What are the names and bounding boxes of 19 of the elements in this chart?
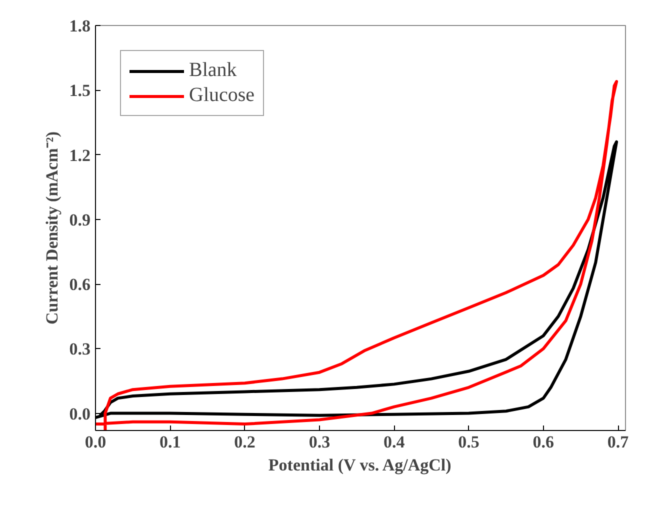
x-tick-label: 0.7 [607,432,630,452]
x-axis-title: Potential (V vs. Ag/AgCl) [268,456,452,474]
x-tick-label: 0.1 [160,432,181,452]
x-tick-label: 0.4 [383,432,406,452]
x-tick-label: 0.6 [532,432,554,452]
legend-label: Blank [189,59,237,82]
y-tick-label: 0.3 [69,340,90,359]
y-tick-label: 0.6 [69,275,90,294]
y-tick-label: 0.0 [69,404,90,424]
y-tick-label: 1.5 [69,81,90,100]
y-tick-label: 0.9 [69,210,90,230]
x-tick-label: 0.2 [234,432,256,452]
x-tick-label: 0.3 [308,432,330,452]
y-tick-label: 1.8 [69,16,90,36]
x-tick-label: 0.5 [458,432,480,452]
y-tick-label: 1.2 [69,146,90,165]
x-tick-label: 0.0 [84,432,106,452]
legend-label: Glucose [189,84,255,107]
y-axis-title: Current Density (mAcm⁻²) [42,131,62,325]
